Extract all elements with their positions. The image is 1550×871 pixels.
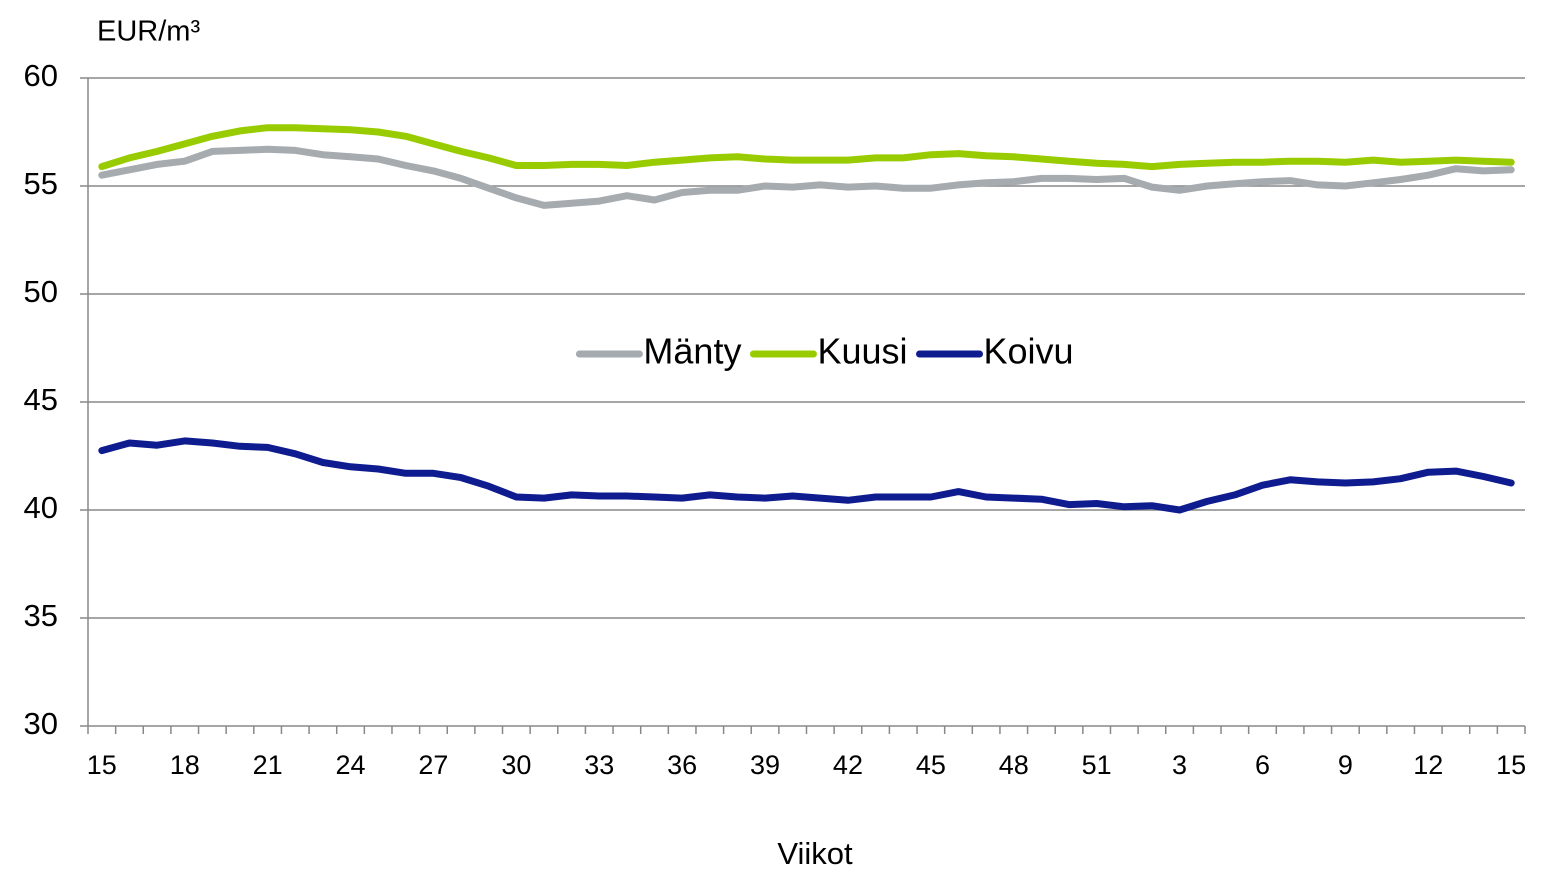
- line-series: [98, 124, 1515, 171]
- y-tick-label: 30: [24, 706, 58, 741]
- x-tick-label: 12: [1413, 750, 1443, 780]
- line-series: [98, 145, 1515, 209]
- x-tick-label: 30: [501, 750, 531, 780]
- x-tick-label: 51: [1082, 750, 1112, 780]
- y-tick-label: 40: [24, 490, 58, 525]
- x-tick-label: 3: [1172, 750, 1187, 780]
- x-axis-label: Viikot: [777, 836, 853, 871]
- y-tick-label: 55: [24, 166, 58, 201]
- x-tick-label: 18: [170, 750, 200, 780]
- y-tick-label: 45: [24, 382, 58, 417]
- legend-label: Kuusi: [817, 331, 907, 372]
- x-tick-label: 39: [750, 750, 780, 780]
- x-tick-label: 33: [584, 750, 614, 780]
- x-tick-label: 15: [87, 750, 117, 780]
- x-tick-label: 42: [833, 750, 863, 780]
- legend-label: Koivu: [984, 331, 1074, 372]
- x-tick-label: 48: [999, 750, 1029, 780]
- x-tick-label: 15: [1496, 750, 1526, 780]
- x-tick-label: 6: [1255, 750, 1270, 780]
- x-tick-label: 21: [253, 750, 283, 780]
- legend-label: Mänty: [643, 331, 741, 372]
- x-tick-label: 24: [336, 750, 366, 780]
- y-tick-label: 60: [24, 58, 58, 93]
- y-tick-label: 35: [24, 598, 58, 633]
- line-series: [98, 437, 1515, 514]
- y-tick-label: 50: [24, 274, 58, 309]
- x-tick-label: 9: [1338, 750, 1353, 780]
- x-tick-label: 36: [667, 750, 697, 780]
- y-axis-label: EUR/m³: [97, 16, 200, 48]
- x-tick-label: 27: [418, 750, 448, 780]
- x-tick-label: 45: [916, 750, 946, 780]
